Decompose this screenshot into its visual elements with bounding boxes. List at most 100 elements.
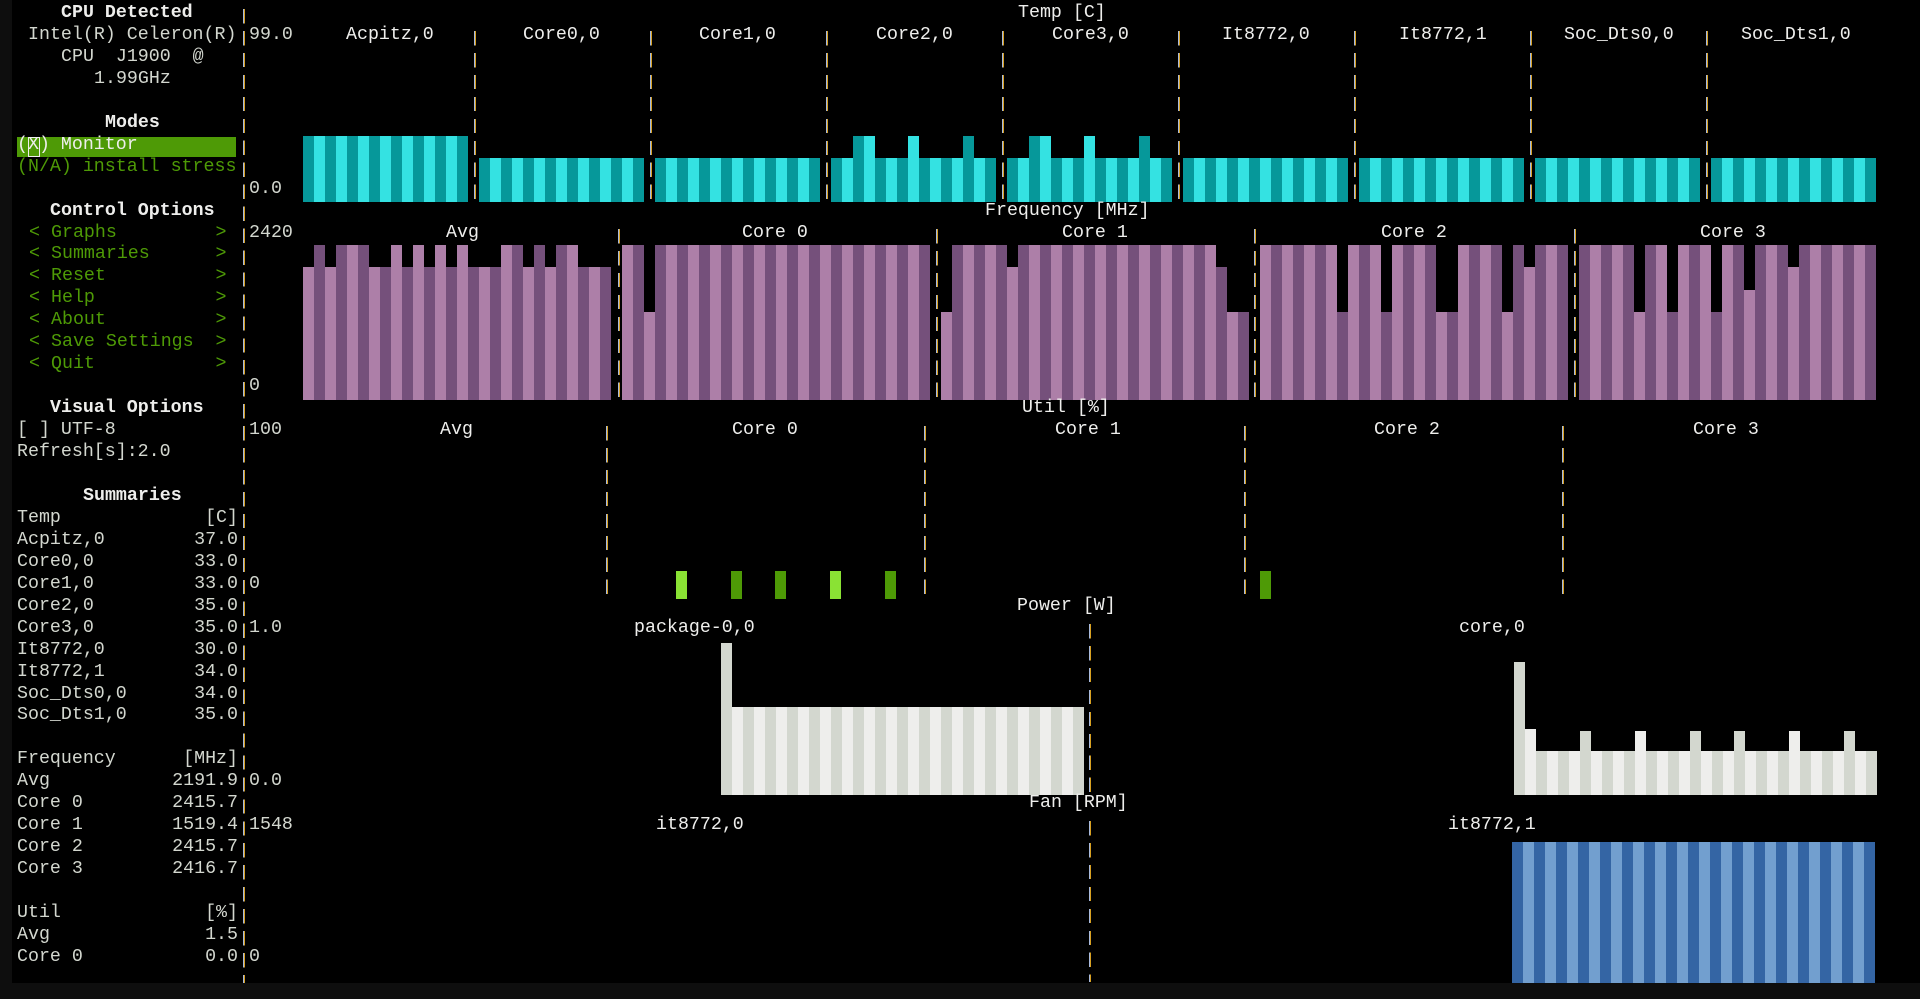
summary-sensor-value: 33.0 bbox=[194, 573, 238, 594]
graph-power-bar bbox=[1568, 750, 1580, 795]
menu-item-reset[interactable]: < Reset > bbox=[0, 266, 243, 288]
graph-temp-section-title: Acpitz,0 bbox=[346, 24, 434, 45]
graph-freq-bar bbox=[1667, 311, 1678, 400]
graph-util-bar bbox=[1259, 571, 1271, 599]
graph-freq-bar bbox=[1722, 245, 1733, 400]
menu-item-left-arrow: < bbox=[29, 266, 40, 287]
graph-temp-bar bbox=[1117, 157, 1128, 202]
menu-item-right-arrow: > bbox=[215, 288, 227, 309]
graph-freq-bar bbox=[1612, 245, 1623, 400]
graph-temp-bar bbox=[1425, 157, 1436, 202]
graph-power-bar bbox=[897, 706, 909, 795]
graph-freq-bar bbox=[402, 267, 413, 400]
graph-temp-bar bbox=[633, 157, 644, 202]
graph-freq-bar bbox=[808, 245, 820, 400]
graph-temp-separator bbox=[473, 24, 476, 201]
refresh-field[interactable]: Refresh[s]:2.0 bbox=[17, 442, 171, 463]
graph-fan-bar bbox=[1754, 842, 1766, 983]
graph-temp-section-title: Soc_Dts1,0 bbox=[1741, 24, 1851, 45]
graph-freq-separator bbox=[617, 222, 620, 399]
graph-power-bar bbox=[1524, 728, 1536, 795]
graph-freq-bar bbox=[413, 245, 424, 400]
graph-temp-bar bbox=[1128, 157, 1139, 202]
graph-temp-bar bbox=[699, 157, 710, 202]
graph-freq-bar bbox=[1171, 245, 1183, 400]
graph-power-bar bbox=[787, 706, 799, 795]
graph-temp-ymax-label: 99.0 bbox=[249, 24, 293, 45]
graph-freq-bar bbox=[1315, 245, 1327, 400]
graph-temp-bar bbox=[347, 135, 358, 202]
graph-power-bar bbox=[886, 706, 898, 795]
graph-temp-bar bbox=[842, 157, 853, 202]
mode-install-stress[interactable]: (N/A) install stress bbox=[17, 156, 237, 177]
graph-temp-bar bbox=[1480, 157, 1491, 202]
graph-temp-bar bbox=[490, 157, 501, 202]
graph-fan-bar bbox=[1809, 842, 1821, 983]
graph-freq-bar bbox=[852, 245, 864, 400]
menu-item-graphs[interactable]: < Graphs > bbox=[0, 223, 243, 245]
summary-sensor-name: Core 2 bbox=[17, 837, 83, 858]
graph-freq-bar bbox=[973, 245, 985, 400]
graph-temp-separator bbox=[1530, 24, 1532, 201]
menu-item-label: Help bbox=[51, 288, 95, 309]
graph-fan-bar bbox=[1578, 842, 1590, 983]
graph-temp-bar bbox=[1315, 157, 1326, 202]
graph-power-bar bbox=[1711, 750, 1723, 795]
sidebar-divider bbox=[243, 3, 245, 983]
menu-item-label: Graphs bbox=[51, 222, 117, 243]
graph-freq-bar bbox=[1138, 245, 1150, 400]
graph-temp-separator bbox=[1002, 24, 1004, 201]
graph-temp-bar bbox=[853, 135, 864, 202]
graph-temp-bar bbox=[1645, 157, 1656, 202]
graph-temp-bar bbox=[1392, 157, 1403, 202]
graph-freq-bar bbox=[1381, 311, 1393, 400]
graph-temp-bar bbox=[435, 135, 446, 202]
graph-freq-bar bbox=[654, 245, 666, 400]
graph-freq-bar bbox=[1204, 245, 1216, 400]
graph-temp-separator bbox=[1354, 24, 1356, 201]
graph-temp-bar bbox=[963, 135, 974, 202]
graph-temp-bar bbox=[743, 157, 754, 202]
graph-power-bar bbox=[809, 706, 821, 795]
graph-temp-bar bbox=[1139, 135, 1150, 202]
graph-power-bar bbox=[908, 706, 920, 795]
graph-freq-bar bbox=[1028, 245, 1040, 400]
menu-item-summaries[interactable]: < Summaries > bbox=[0, 244, 243, 266]
graph-freq-bar bbox=[435, 245, 446, 400]
menu-item-quit[interactable]: < Quit > bbox=[0, 354, 243, 376]
graph-temp-bar bbox=[1403, 157, 1414, 202]
graph-freq-bar bbox=[1557, 245, 1569, 400]
graph-temp-bar bbox=[1238, 157, 1249, 202]
graph-freq-bar bbox=[358, 245, 369, 400]
graph-freq-bar bbox=[1326, 245, 1338, 400]
summary-group-label: Temp bbox=[17, 507, 61, 528]
graph-temp-bar bbox=[1678, 157, 1689, 202]
graph-freq-bar bbox=[1513, 245, 1525, 400]
summary-sensor-value: 37.0 bbox=[194, 529, 238, 550]
graph-freq-bar bbox=[1436, 311, 1448, 400]
menu-item-save-settings[interactable]: < Save Settings > bbox=[0, 332, 243, 354]
menu-item-help[interactable]: < Help > bbox=[0, 288, 243, 310]
graph-temp-bar bbox=[688, 157, 699, 202]
graph-power-bar bbox=[1513, 662, 1525, 795]
graph-freq-bar bbox=[918, 245, 930, 400]
graph-freq-bar bbox=[1546, 245, 1558, 400]
graph-fan-bar bbox=[1688, 842, 1700, 983]
utf8-checkbox[interactable]: [ ] UTF-8 bbox=[17, 420, 116, 441]
graph-power-bar bbox=[754, 706, 766, 795]
graph-fan-bar bbox=[1512, 842, 1524, 983]
graph-power-bar bbox=[930, 706, 942, 795]
summary-sensor-name: Acpitz,0 bbox=[17, 529, 105, 550]
graph-freq-bar bbox=[523, 267, 534, 400]
graph-temp-bar bbox=[1084, 135, 1095, 202]
graph-freq-bar bbox=[1843, 245, 1854, 400]
graph-power-bar bbox=[1579, 731, 1591, 795]
graph-temp-bar bbox=[1821, 157, 1832, 202]
graph-temp-bar bbox=[1007, 157, 1018, 202]
mode-monitor[interactable]: (X) Monitor bbox=[17, 134, 138, 155]
graph-temp-bar bbox=[721, 157, 732, 202]
graph-power-bar bbox=[1073, 706, 1085, 795]
graph-freq-bar bbox=[1403, 245, 1415, 400]
menu-item-about[interactable]: < About > bbox=[0, 310, 243, 332]
